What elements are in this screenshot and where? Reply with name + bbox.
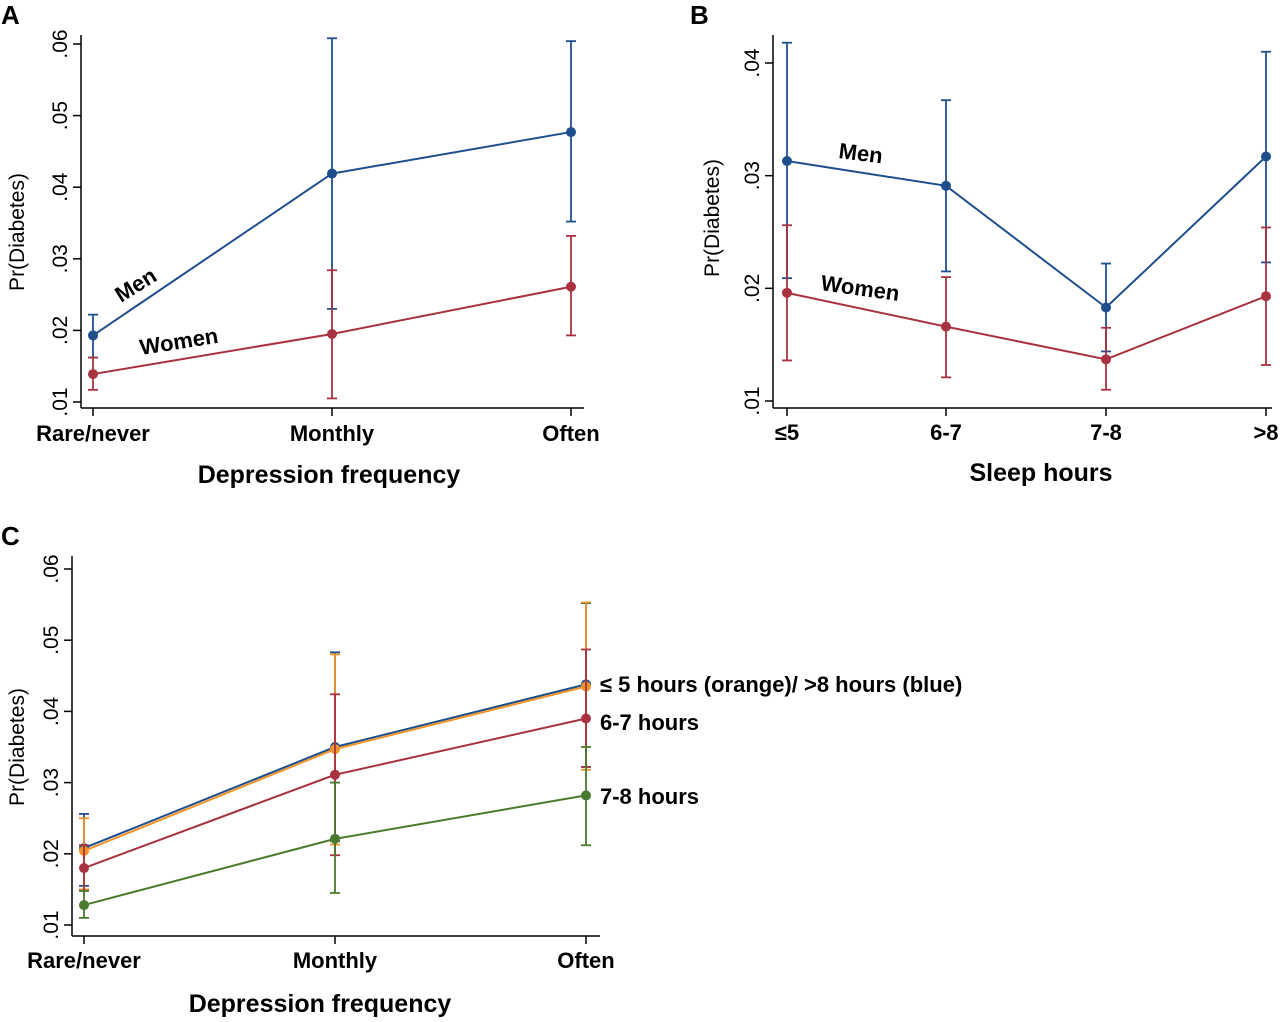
x-axis-label: Depression frequency (189, 990, 452, 1018)
y-tick-label: .06 (49, 29, 72, 58)
series-women (88, 234, 576, 400)
x-ticks: Rare/never Monthly Often (36, 408, 600, 446)
annotation-7-8-hours: 7-8 hours (600, 784, 699, 809)
x-tick-label: Monthly (290, 421, 375, 446)
data-point (941, 180, 951, 191)
y-axis-label: Pr(Diabetes) (701, 159, 724, 277)
panel-letter-a: A (1, 0, 20, 30)
data-point (566, 281, 576, 292)
data-point (941, 321, 951, 332)
series-women (782, 224, 1271, 391)
panel-b: B .01 .02 .03 .04 ≤5 6-7 7-8 >8 Pr(Diabetes) S… (690, 0, 1279, 487)
x-axis-label: Sleep hours (969, 459, 1112, 487)
data-point (581, 790, 591, 801)
data-point (79, 900, 89, 911)
y-ticks: .01 .02 .03 .04 .05 .06 (40, 554, 72, 940)
data-point (327, 328, 337, 339)
data-point (1261, 291, 1271, 302)
x-ticks: ≤5 6-7 7-8 >8 (775, 408, 1279, 445)
data-point (782, 156, 792, 167)
x-tick-label: 6-7 (930, 420, 962, 445)
data-point (566, 127, 576, 138)
x-tick-label: >8 (1253, 420, 1278, 445)
panel-letter-c: C (1, 521, 20, 551)
y-tick-label: .04 (741, 48, 764, 78)
x-tick-label: ≤5 (775, 420, 799, 445)
annotation-5-and-8-hours: ≤ 5 hours (orange)/ >8 hours (blue) (600, 672, 962, 697)
annotation-women: Women (819, 270, 901, 306)
y-tick-label: .01 (49, 387, 72, 416)
data-point (581, 713, 591, 724)
panel-a: A .01 .02 .03 .04 .05 .06 Rare/never Monthly Of… (1, 0, 600, 489)
data-point (330, 833, 340, 844)
series-men (782, 41, 1271, 353)
y-tick-label: .03 (40, 768, 63, 797)
x-axis-label: Depression frequency (198, 461, 461, 489)
y-tick-label: .06 (40, 554, 63, 583)
data-point (330, 769, 340, 780)
y-tick-label: .01 (741, 386, 764, 415)
y-tick-label: .02 (49, 316, 72, 345)
y-axis-label: Pr(Diabetes) (6, 173, 29, 291)
y-axis-label: Pr(Diabetes) (6, 688, 29, 806)
y-tick-label: .04 (40, 696, 63, 726)
x-tick-label: Monthly (293, 948, 378, 973)
data-point (88, 330, 98, 341)
y-tick-label: .02 (741, 274, 764, 303)
data-point (1101, 302, 1111, 313)
data-point (88, 369, 98, 380)
y-tick-label: .03 (741, 161, 764, 190)
series-line (786, 155, 1267, 309)
series-group (782, 41, 1271, 391)
y-tick-label: .05 (49, 101, 72, 130)
data-point (782, 287, 792, 298)
series-7-8-hours (79, 746, 591, 919)
x-tick-label: Rare/never (36, 421, 150, 446)
y-tick-label: .02 (40, 839, 63, 868)
x-tick-label: 7-8 (1090, 420, 1122, 445)
x-tick-label: Rare/never (27, 948, 141, 973)
x-ticks: Rare/never Monthly Often (27, 936, 615, 973)
y-tick-label: .03 (49, 244, 72, 273)
series-group (88, 37, 576, 400)
panel-letter-b: B (690, 0, 709, 30)
annotation-6-7-hours: 6-7 hours (600, 710, 699, 735)
y-tick-label: .04 (49, 172, 72, 202)
data-point (327, 168, 337, 179)
x-tick-label: Often (542, 421, 599, 446)
panel-c: C .01 .02 .03 .04 .05 .06 Rare/never Monthly Of… (1, 521, 962, 1018)
y-ticks: .01 .02 .03 .04 .05 .06 (49, 29, 81, 417)
annotation-men: Men (110, 263, 161, 308)
x-tick-label: Often (557, 948, 614, 973)
y-tick-label: .05 (40, 626, 63, 655)
annotation-men: Men (837, 138, 884, 168)
series-line (786, 291, 1267, 361)
y-ticks: .01 .02 .03 .04 (741, 48, 773, 416)
y-tick-label: .01 (40, 910, 63, 939)
data-point (1261, 151, 1271, 162)
series-group (79, 601, 591, 919)
data-point (79, 863, 89, 874)
data-point (1101, 354, 1111, 365)
